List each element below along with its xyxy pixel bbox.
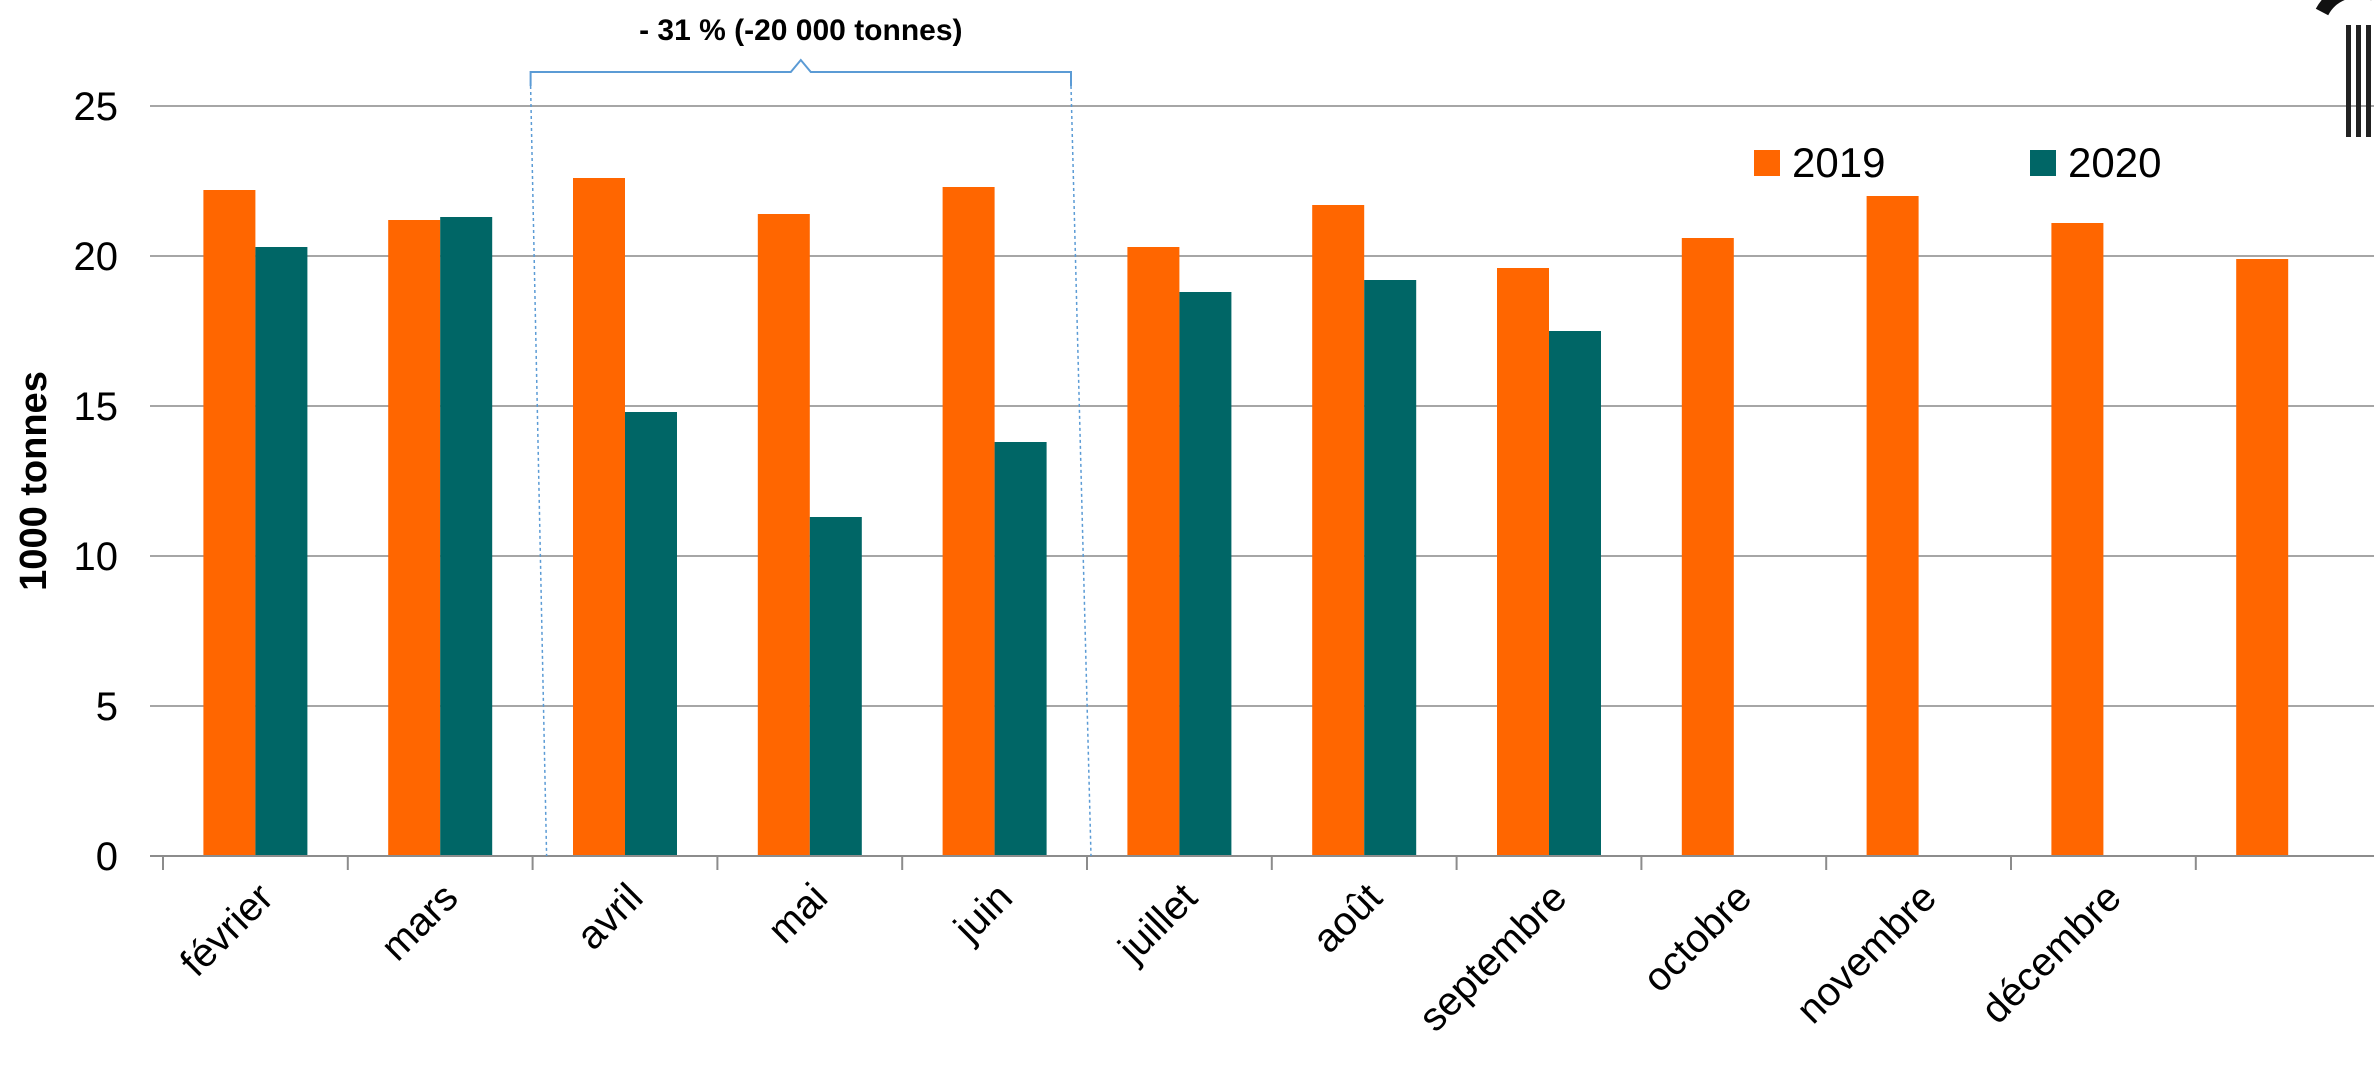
y-axis-title: 1000 tonnes: [13, 371, 55, 591]
x-tick-label: avril: [568, 875, 651, 958]
y-tick-label: 5: [96, 685, 118, 729]
legend: 2019 2020: [1754, 139, 2161, 186]
bar-2019: [573, 178, 625, 856]
x-tick-label: décembre: [1973, 875, 2130, 1032]
legend-swatch-2020: [2030, 150, 2056, 176]
bar-2020: [1549, 331, 1601, 856]
logo-icon: [2315, 0, 2372, 137]
bar-2020: [255, 247, 308, 856]
legend-swatch-2019: [1754, 150, 1780, 176]
bar-2019: [1127, 247, 1180, 856]
y-axis-tick-labels: 0 5 10 15 20 25: [74, 85, 119, 879]
x-axis: [150, 855, 2374, 870]
x-tick-label: juin: [945, 875, 1021, 951]
bar-2019: [1497, 268, 1549, 856]
gridlines: [150, 105, 2374, 707]
annotation: - 31 % (-20 000 tonnes): [529, 14, 1092, 857]
bar-2019: [1681, 238, 1734, 856]
x-axis-tick-labels: février mars avril mai juin juillet août septem…: [172, 875, 2130, 1040]
bar-2020: [994, 442, 1047, 856]
bar-2019: [203, 190, 256, 856]
y-tick-label: 20: [74, 235, 119, 279]
x-tick-label: août: [1304, 875, 1390, 961]
bar-2020: [1364, 280, 1417, 856]
bar-2019: [1312, 205, 1365, 856]
annotation-bracket: [529, 58, 1072, 86]
bar-2019: [757, 214, 810, 856]
bars: [203, 178, 2289, 856]
bar-2020: [809, 517, 862, 856]
y-tick-label: 0: [96, 835, 118, 879]
x-tick-label: septembre: [1411, 875, 1576, 1040]
bar-2019: [2051, 223, 2104, 856]
x-tick-label: février: [172, 875, 282, 985]
bar-2019: [1866, 196, 1919, 856]
y-tick-label: 25: [74, 85, 119, 129]
y-tick-label: 15: [74, 385, 119, 429]
x-tick-label: mai: [759, 875, 836, 952]
x-tick-label: mars: [373, 875, 467, 969]
bar-2020: [440, 217, 493, 856]
bar-2020: [1179, 292, 1232, 856]
legend-label: 2019: [1792, 139, 1885, 186]
annotation-guide-left: [529, 85, 548, 857]
annotation-guide-right: [1070, 85, 1092, 857]
bar-2019: [942, 187, 995, 856]
legend-label: 2020: [2068, 139, 2161, 186]
x-tick-label: novembre: [1788, 875, 1945, 1032]
x-tick-label: octobre: [1635, 875, 1760, 1000]
bar-2020: [625, 412, 677, 856]
bar-2019: [2236, 259, 2289, 856]
y-tick-label: 10: [74, 535, 119, 579]
annotation-label: - 31 % (-20 000 tonnes): [639, 14, 962, 47]
bar-2019: [388, 220, 441, 856]
x-tick-label: juillet: [1109, 875, 1205, 971]
